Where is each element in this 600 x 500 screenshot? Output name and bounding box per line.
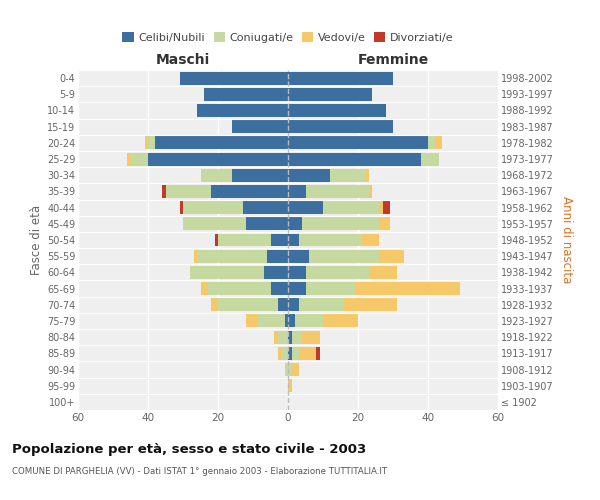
Bar bbox=[288, 363, 292, 376]
Bar bbox=[344, 298, 397, 311]
Bar bbox=[130, 152, 148, 166]
Bar bbox=[299, 347, 316, 360]
Bar bbox=[179, 201, 183, 214]
Bar bbox=[246, 218, 288, 230]
Text: Popolazione per età, sesso e stato civile - 2003: Popolazione per età, sesso e stato civil… bbox=[12, 442, 366, 456]
Bar bbox=[288, 347, 292, 360]
Bar bbox=[155, 136, 288, 149]
Bar bbox=[200, 169, 232, 181]
Bar bbox=[330, 169, 365, 181]
Bar bbox=[292, 347, 299, 360]
Bar bbox=[246, 314, 257, 328]
Bar bbox=[288, 152, 421, 166]
Bar bbox=[162, 185, 166, 198]
Bar bbox=[215, 234, 218, 246]
Bar bbox=[288, 218, 302, 230]
Bar bbox=[302, 330, 320, 344]
Bar bbox=[288, 266, 305, 279]
Y-axis label: Fasce di età: Fasce di età bbox=[29, 205, 43, 275]
Bar bbox=[288, 330, 292, 344]
Bar bbox=[302, 218, 379, 230]
Bar bbox=[274, 330, 277, 344]
Bar bbox=[242, 201, 288, 214]
Bar bbox=[257, 314, 284, 328]
Bar bbox=[288, 201, 323, 214]
Bar bbox=[379, 201, 383, 214]
Bar bbox=[281, 347, 288, 360]
Bar bbox=[197, 250, 267, 262]
Bar bbox=[284, 363, 288, 376]
Bar bbox=[428, 136, 435, 149]
Text: COMUNE DI PARGHELIA (VV) - Dati ISTAT 1° gennaio 2003 - Elaborazione TUTTITALIA.: COMUNE DI PARGHELIA (VV) - Dati ISTAT 1°… bbox=[12, 468, 387, 476]
Bar bbox=[267, 250, 288, 262]
Bar bbox=[288, 234, 299, 246]
Bar bbox=[148, 152, 288, 166]
Bar bbox=[284, 314, 288, 328]
Bar bbox=[277, 330, 288, 344]
Bar bbox=[288, 250, 309, 262]
Bar bbox=[190, 266, 263, 279]
Bar bbox=[277, 298, 288, 311]
Bar bbox=[323, 201, 379, 214]
Bar bbox=[288, 298, 299, 311]
Bar bbox=[183, 218, 246, 230]
Y-axis label: Anni di nascita: Anni di nascita bbox=[560, 196, 573, 284]
Bar bbox=[288, 72, 393, 85]
Bar bbox=[288, 282, 305, 295]
Bar bbox=[288, 379, 292, 392]
Bar bbox=[277, 347, 281, 360]
Bar bbox=[299, 298, 344, 311]
Legend: Celibi/Nubili, Coniugati/e, Vedovi/e, Divorziati/e: Celibi/Nubili, Coniugati/e, Vedovi/e, Di… bbox=[118, 28, 458, 48]
Bar bbox=[183, 201, 242, 214]
Bar bbox=[288, 185, 305, 198]
Bar bbox=[355, 282, 460, 295]
Bar bbox=[361, 234, 379, 246]
Bar bbox=[263, 266, 288, 279]
Bar bbox=[323, 314, 358, 328]
Bar bbox=[305, 185, 368, 198]
Bar bbox=[379, 218, 389, 230]
Bar bbox=[383, 201, 389, 214]
Text: Femmine: Femmine bbox=[358, 53, 428, 67]
Bar bbox=[288, 314, 295, 328]
Bar bbox=[179, 72, 288, 85]
Bar bbox=[421, 152, 439, 166]
Bar bbox=[127, 152, 130, 166]
Bar bbox=[148, 136, 155, 149]
Bar bbox=[218, 234, 271, 246]
Bar bbox=[271, 234, 288, 246]
Bar bbox=[299, 234, 361, 246]
Bar bbox=[292, 330, 302, 344]
Bar bbox=[288, 104, 386, 117]
Text: Maschi: Maschi bbox=[156, 53, 210, 67]
Bar bbox=[305, 282, 355, 295]
Bar bbox=[232, 120, 288, 133]
Bar bbox=[218, 298, 277, 311]
Bar bbox=[288, 136, 428, 149]
Bar bbox=[295, 314, 323, 328]
Bar bbox=[193, 250, 197, 262]
Bar bbox=[368, 185, 372, 198]
Bar bbox=[316, 347, 320, 360]
Bar bbox=[211, 185, 288, 198]
Bar bbox=[288, 120, 393, 133]
Bar bbox=[305, 266, 368, 279]
Bar bbox=[288, 88, 372, 101]
Bar bbox=[145, 136, 148, 149]
Bar bbox=[288, 169, 330, 181]
Bar bbox=[435, 136, 442, 149]
Bar bbox=[232, 169, 288, 181]
Bar bbox=[365, 169, 368, 181]
Bar bbox=[368, 266, 397, 279]
Bar bbox=[211, 298, 218, 311]
Bar bbox=[309, 250, 379, 262]
Bar bbox=[204, 88, 288, 101]
Bar bbox=[379, 250, 404, 262]
Bar bbox=[271, 282, 288, 295]
Bar bbox=[200, 282, 208, 295]
Bar bbox=[292, 363, 299, 376]
Bar bbox=[208, 282, 271, 295]
Bar bbox=[197, 104, 288, 117]
Bar bbox=[166, 185, 211, 198]
